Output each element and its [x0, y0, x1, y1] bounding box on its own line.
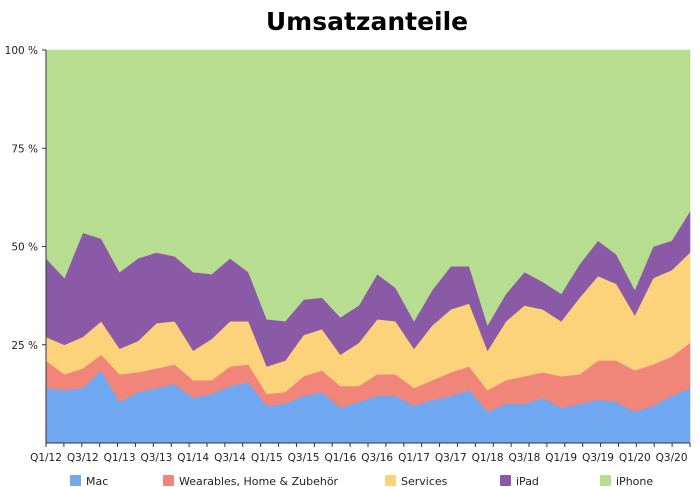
x-tick-label: Q1/17 [398, 452, 430, 464]
x-axis-ticks: Q1/12 Q3/12 Q1/13 Q3/13 Q1/14 Q3/14 Q1/15 Q3/15… [30, 443, 691, 464]
x-tick-label: Q1/12 [30, 452, 62, 464]
legend-swatch [163, 475, 174, 486]
x-tick-label: Q3/16 [361, 452, 393, 464]
y-tick-label: 75 % [11, 143, 38, 155]
legend-label: Wearables, Home & Zubehör [179, 475, 339, 487]
legend-swatch [600, 475, 611, 486]
x-tick-label: Q1/20 [619, 452, 651, 464]
x-tick-label: Q3/13 [140, 452, 172, 464]
legend-swatch [385, 475, 396, 486]
x-tick-label: Q3/14 [214, 452, 246, 464]
x-tick-label: Q1/13 [104, 452, 136, 464]
chart-areas [45, 49, 691, 444]
x-tick-label: Q3/15 [288, 452, 320, 464]
x-tick-label: Q1/14 [177, 452, 209, 464]
chart-title: Umsatzanteile [266, 7, 468, 36]
x-tick-label: Q1/16 [324, 452, 356, 464]
x-tick-label: Q3/18 [508, 452, 540, 464]
x-tick-label: Q1/18 [472, 452, 504, 464]
x-tick-label: Q3/19 [582, 452, 614, 464]
legend-label: Services [401, 475, 448, 487]
legend-label: iPad [516, 475, 539, 487]
y-tick-label: 100 % [5, 45, 38, 57]
x-tick-label: Q3/12 [67, 452, 99, 464]
y-tick-label: 25 % [11, 340, 38, 352]
legend-label: Mac [86, 475, 108, 487]
x-tick-label: Q3/17 [435, 452, 467, 464]
x-tick-label: Q3/20 [656, 452, 688, 464]
area-iphone [45, 49, 691, 326]
chart-legend: Mac Wearables, Home & Zubehör Services iPad… [70, 475, 653, 487]
y-axis-ticks: 25 % 50 % 75 % 100 % [5, 45, 46, 352]
legend-swatch [500, 475, 511, 486]
legend-swatch [70, 475, 81, 486]
x-tick-label: Q1/15 [251, 452, 283, 464]
y-tick-label: 50 % [11, 242, 38, 254]
legend-label: iPhone [616, 475, 653, 487]
x-tick-label: Q1/19 [545, 452, 577, 464]
